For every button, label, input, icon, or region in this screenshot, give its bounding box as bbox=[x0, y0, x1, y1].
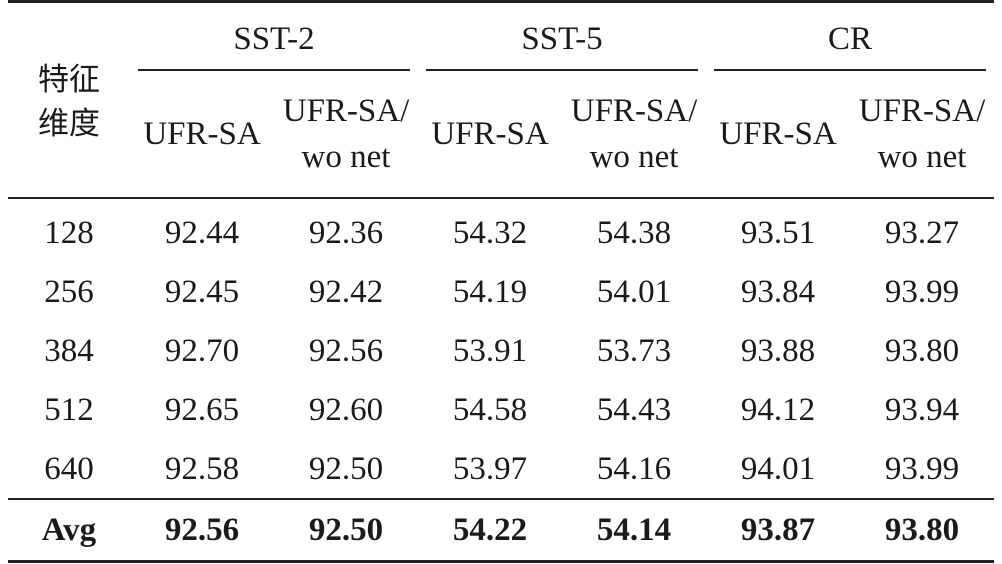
value-cell: 93.88 bbox=[740, 332, 816, 369]
value-cell: 92.36 bbox=[308, 214, 384, 251]
value-cell: 92.65 bbox=[164, 391, 240, 428]
method-header: UFR-SA/ wo net bbox=[282, 93, 410, 175]
value-cell: 93.84 bbox=[740, 273, 816, 310]
value-cell: 54.32 bbox=[452, 214, 528, 251]
average-row: Avg 92.56 92.50 54.22 54.14 93.87 93.80 bbox=[8, 499, 995, 562]
group-header-cr: CR bbox=[706, 2, 994, 71]
value-cell: 94.01 bbox=[740, 450, 816, 487]
value-cell: 92.44 bbox=[164, 214, 240, 251]
dim-cell: 640 bbox=[44, 450, 94, 487]
table-row: 512 92.65 92.60 54.58 54.43 94.12 93.94 bbox=[8, 380, 994, 439]
avg-value-cell: 54.14 bbox=[596, 512, 672, 548]
dim-cell: 512 bbox=[44, 391, 94, 428]
value-cell: 53.97 bbox=[452, 450, 528, 487]
avg-value-cell: 54.22 bbox=[452, 512, 528, 548]
value-cell: 92.70 bbox=[164, 332, 240, 369]
value-cell: 54.16 bbox=[596, 450, 672, 487]
value-cell: 92.60 bbox=[308, 391, 384, 428]
group-header-sst5: SST-5 bbox=[418, 2, 706, 71]
table-row: 128 92.44 92.36 54.32 54.38 93.51 93.27 bbox=[8, 198, 994, 262]
avg-value-cell: 93.80 bbox=[884, 512, 960, 548]
value-cell: 92.50 bbox=[308, 450, 384, 487]
header-row-groups: 特征 维度 SST-2 SST-5 CR bbox=[8, 1, 995, 142]
value-cell: 53.73 bbox=[596, 332, 672, 369]
avg-label: Avg bbox=[41, 512, 97, 548]
value-cell: 92.56 bbox=[308, 332, 384, 369]
group-label: SST-5 bbox=[521, 21, 603, 57]
method-header: UFR-SA/ wo net bbox=[858, 93, 986, 175]
table-row: 256 92.45 92.42 54.19 54.01 93.84 93.99 bbox=[8, 262, 994, 321]
value-cell: 54.01 bbox=[596, 273, 672, 310]
value-cell: 54.58 bbox=[452, 391, 528, 428]
table-row: 640 92.58 92.50 53.97 54.16 94.01 93.99 bbox=[8, 439, 994, 499]
avg-value-cell: 92.56 bbox=[164, 512, 240, 548]
value-cell: 93.51 bbox=[740, 214, 816, 251]
value-cell: 54.19 bbox=[452, 273, 528, 310]
value-cell: 93.99 bbox=[884, 273, 960, 310]
group-header-sst2: SST-2 bbox=[130, 2, 418, 71]
value-cell: 93.94 bbox=[884, 391, 960, 428]
value-cell: 92.45 bbox=[164, 273, 240, 310]
dim-cell: 384 bbox=[44, 332, 94, 369]
method-header: UFR-SA/ wo net bbox=[570, 93, 698, 175]
header-row-methods: UFR-SA UFR-SA/ wo net UFR-SA UFR-SA/ wo … bbox=[8, 71, 995, 198]
group-label: CR bbox=[828, 21, 873, 57]
value-cell: 54.43 bbox=[596, 391, 672, 428]
avg-value-cell: 92.50 bbox=[308, 512, 384, 548]
value-cell: 93.99 bbox=[884, 450, 960, 487]
row-header-feature-dim: 特征 维度 bbox=[38, 62, 100, 142]
value-cell: 54.38 bbox=[596, 214, 672, 251]
avg-value-cell: 93.87 bbox=[740, 512, 816, 548]
method-header: UFR-SA bbox=[719, 116, 837, 152]
results-table: 特征 维度 SST-2 SST-5 CR UFR-SA UFR-SA/ wo n… bbox=[8, 0, 995, 563]
method-header: UFR-SA bbox=[143, 116, 261, 152]
value-cell: 92.42 bbox=[308, 273, 384, 310]
table-row: 384 92.70 92.56 53.91 53.73 93.88 93.80 bbox=[8, 321, 994, 380]
results-table-container: 特征 维度 SST-2 SST-5 CR UFR-SA UFR-SA/ wo n… bbox=[8, 0, 995, 564]
group-label: SST-2 bbox=[233, 21, 315, 57]
dim-cell: 128 bbox=[44, 214, 94, 251]
value-cell: 93.80 bbox=[884, 332, 960, 369]
value-cell: 92.58 bbox=[164, 450, 240, 487]
method-header: UFR-SA bbox=[431, 116, 549, 152]
value-cell: 53.91 bbox=[452, 332, 528, 369]
value-cell: 93.27 bbox=[884, 214, 960, 251]
dim-cell: 256 bbox=[44, 273, 94, 310]
value-cell: 94.12 bbox=[740, 391, 816, 428]
